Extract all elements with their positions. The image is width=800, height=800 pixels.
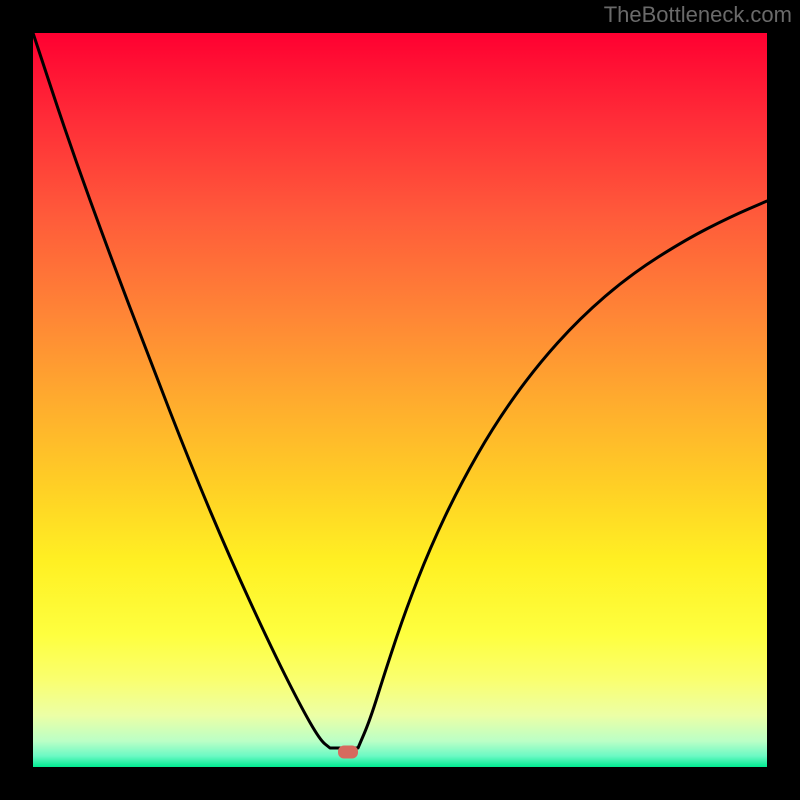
chart-container: TheBottleneck.com: [0, 0, 800, 800]
bottleneck-chart: [0, 0, 800, 800]
plot-area: [33, 33, 767, 767]
vertex-marker: [338, 746, 358, 759]
watermark-text: TheBottleneck.com: [604, 2, 792, 28]
